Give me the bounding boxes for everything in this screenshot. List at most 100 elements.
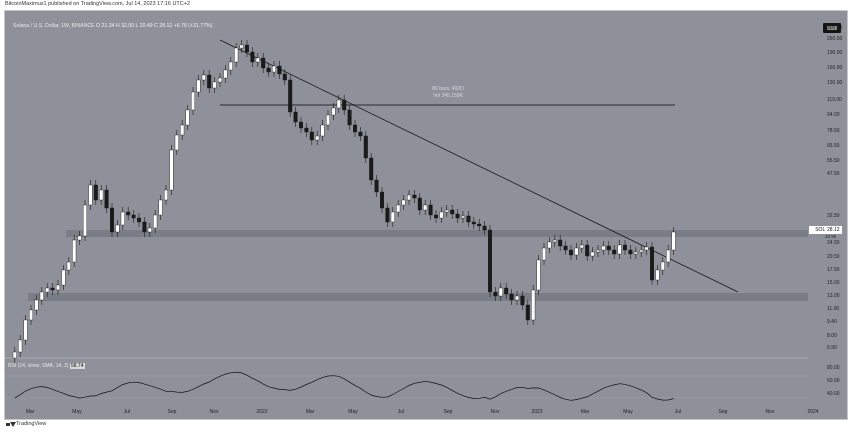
time-tick: Nov xyxy=(490,409,500,415)
candle-body xyxy=(563,245,568,251)
candle-body xyxy=(385,207,390,223)
candle-body xyxy=(282,73,287,81)
candle-body xyxy=(655,269,660,281)
candle-body xyxy=(217,77,222,83)
candle-body xyxy=(239,44,244,49)
price-tick: 20.50 xyxy=(827,254,840,260)
chart-legend: Solana / U.S. Dollar, 1W, BINANCE O 21.3… xyxy=(13,23,212,29)
candle-body xyxy=(109,207,114,233)
candle-body xyxy=(531,289,536,321)
candle-body xyxy=(99,189,104,201)
candle-body xyxy=(585,244,590,257)
candle-body xyxy=(639,249,644,253)
candle-body xyxy=(504,287,509,295)
rsi-title: RSI (14, close, SMA, 14, 2) xyxy=(8,363,69,369)
time-tick: Mar xyxy=(580,409,590,415)
candle-body xyxy=(61,269,66,286)
candle-body xyxy=(88,184,93,206)
candle-body xyxy=(82,204,87,237)
price-tick: 190.00 xyxy=(827,50,843,56)
candle-body xyxy=(142,221,147,233)
candle-body xyxy=(601,245,606,251)
chart-frame[interactable]: Solana / U.S. Dollar, 1W, BINANCE O 21.3… xyxy=(4,10,848,420)
price-tick: 94.00 xyxy=(827,112,840,118)
candle-body xyxy=(196,79,201,93)
candle-body xyxy=(244,44,249,53)
candle-body xyxy=(29,309,34,321)
logo-box xyxy=(823,23,841,33)
price-tick: 65.50 xyxy=(827,143,840,149)
time-tick: Sep xyxy=(167,409,177,415)
candle-body xyxy=(169,149,174,191)
candle-body xyxy=(547,241,552,249)
candle-body xyxy=(461,215,466,219)
candle-body xyxy=(380,191,385,209)
candle-body xyxy=(77,235,82,241)
last-price-countdown: 2d 9h xyxy=(825,234,837,239)
candle-body xyxy=(369,157,374,181)
candle-body xyxy=(650,246,655,281)
candle-body xyxy=(579,244,584,249)
candle-body xyxy=(293,111,298,123)
candle-body xyxy=(250,51,255,63)
price-tick: 11.00 xyxy=(827,306,840,312)
candle-body xyxy=(450,209,455,215)
candle-body xyxy=(120,211,125,226)
candle-body xyxy=(342,99,347,111)
candle-body xyxy=(407,194,412,201)
candle-body xyxy=(266,67,271,73)
candle-body xyxy=(455,213,460,219)
candle-body xyxy=(326,114,331,126)
measure-bars-label: 80 bars, 492D xyxy=(432,86,464,92)
time-tick: Sep xyxy=(443,409,453,415)
candle-body xyxy=(606,245,611,251)
candle-body xyxy=(353,124,358,133)
candle-body xyxy=(434,214,439,219)
price-tick: 78.50 xyxy=(827,128,840,134)
candle-body xyxy=(444,209,449,213)
candle-body xyxy=(628,249,633,255)
candle-body xyxy=(72,239,77,263)
time-tick: Jul xyxy=(123,409,131,415)
candle-body xyxy=(212,81,217,89)
measure-vol-label: Vol 245.158K xyxy=(433,93,463,99)
candle-body xyxy=(574,247,579,256)
price-tick: 8.00 xyxy=(827,333,837,339)
candle-body xyxy=(93,184,98,201)
candle-body xyxy=(515,295,520,301)
rsi-value: 58.74 xyxy=(69,363,85,369)
candle-body xyxy=(633,251,638,255)
footer-brand: TradingView xyxy=(6,421,46,427)
price-axis[interactable]: 300.00 260.00 190.00 160.00 130.00 110.00 94.0… xyxy=(807,11,847,407)
candle-body xyxy=(39,291,44,301)
time-axis[interactable]: Mar May Jul Sep Nov 2022 Mar May Jul Sep Nov 2023 Ma… xyxy=(4,408,819,418)
candle-body xyxy=(617,244,622,255)
candle-body xyxy=(439,211,444,219)
time-tick: Jul xyxy=(674,409,682,415)
candle-body xyxy=(18,339,23,353)
candle-body xyxy=(390,211,395,223)
candle-body xyxy=(158,199,163,216)
candle-body xyxy=(185,109,190,126)
candle-body xyxy=(412,194,417,199)
time-tick: May xyxy=(72,409,82,415)
time-tick: May xyxy=(348,409,358,415)
price-tick: 55.50 xyxy=(827,158,840,164)
price-tick: 47.50 xyxy=(827,171,840,177)
candle-body xyxy=(471,221,476,225)
time-tick: Jul xyxy=(397,409,405,415)
candle-body xyxy=(223,69,228,79)
candle-body xyxy=(201,74,206,81)
candle-body xyxy=(288,79,293,113)
candle-body xyxy=(163,189,168,201)
symbol-title: Solana / U.S. Dollar, 1W, BINANCE xyxy=(13,23,95,29)
time-tick: 2023 xyxy=(531,409,543,415)
time-tick: Mar xyxy=(305,409,315,415)
candle-body xyxy=(374,179,379,193)
candle-body xyxy=(115,224,120,233)
candle-body xyxy=(147,227,152,233)
candle-body xyxy=(131,214,136,219)
candle-body xyxy=(552,239,557,243)
candle-body xyxy=(153,214,158,229)
